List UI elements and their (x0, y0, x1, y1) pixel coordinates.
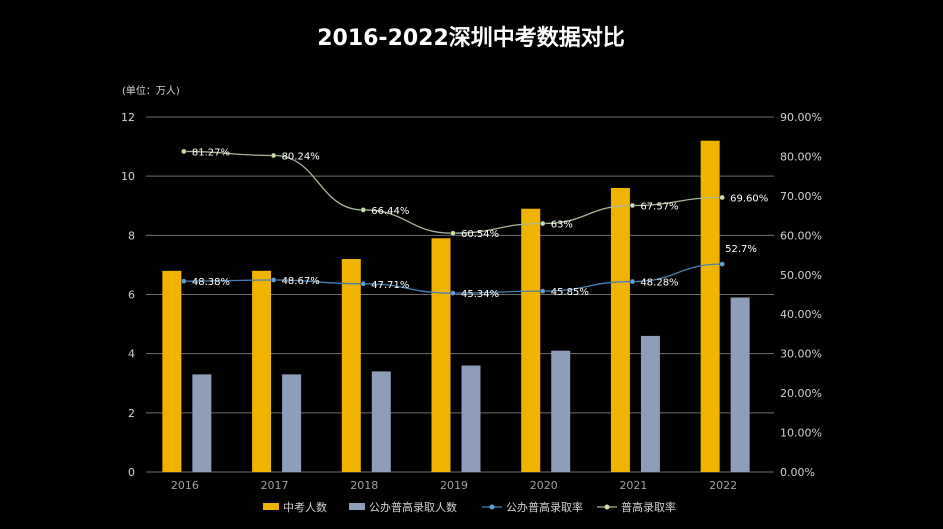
right-tick-label: 0.00% (780, 466, 815, 479)
public-rate-data-label: 48.67% (282, 276, 320, 287)
left-tick-label: 4 (128, 348, 135, 361)
left-tick-label: 10 (121, 170, 135, 183)
right-axis-ticks: 0.00% 10.00% 20.00% 30.00% 40.00% 50.00% 60.00… (780, 111, 822, 479)
legend-marker (604, 504, 610, 510)
x-tick-label: 2017 (261, 479, 289, 492)
public-rate-point (539, 288, 546, 294)
overall-rate-point (539, 220, 546, 227)
public-rate-data-label: 48.38% (192, 277, 230, 288)
unit-label: (单位：万人) (122, 84, 180, 97)
bar-public-admissions (282, 374, 302, 472)
overall-rate-data-label: 81.27% (192, 147, 230, 158)
public-rate-data-label: 48.28% (640, 278, 678, 289)
left-tick-label: 8 (128, 229, 135, 242)
bar-exam-takers (431, 238, 451, 472)
bar-public-admissions (730, 297, 750, 472)
bar-public-admissions (640, 335, 660, 472)
overall-rate-point (360, 207, 367, 213)
chart-title: 2016-2022深圳中考数据对比 (317, 25, 625, 51)
x-tick-label: 2019 (440, 479, 468, 492)
public-rate-point (629, 278, 636, 285)
right-tick-label: 20.00% (780, 387, 822, 400)
x-tick-label: 2022 (709, 479, 737, 492)
x-tick-label: 2016 (171, 479, 199, 492)
legend-label: 中考人数 (283, 501, 327, 514)
public-rate-point (719, 261, 725, 267)
public-rate-point (270, 277, 277, 283)
legend-marker (489, 504, 495, 510)
bar-exam-takers (162, 270, 182, 472)
bar-public-admissions (371, 371, 391, 472)
overall-rate-point (450, 230, 456, 236)
legend-label: 公办普高录取率 (506, 500, 583, 514)
gridlines (146, 116, 774, 473)
legend-label: 公办普高录取人数 (369, 500, 457, 514)
bar-public-admissions (461, 365, 481, 472)
left-tick-label: 0 (128, 466, 135, 479)
public-rate-data-label: 52.7% (725, 244, 757, 255)
public-rate-point (450, 290, 456, 296)
left-tick-label: 2 (128, 407, 135, 420)
bar-exam-takers (521, 208, 541, 473)
public-rate-point (181, 278, 187, 284)
right-tick-label: 40.00% (780, 308, 822, 321)
legend-swatch (263, 503, 279, 510)
right-tick-label: 70.00% (780, 190, 822, 203)
overall-rate-data-label: 69.60% (730, 193, 768, 204)
bar-public-admissions (192, 374, 212, 472)
bar-exam-takers (341, 259, 361, 472)
right-tick-label: 60.00% (780, 229, 822, 242)
right-tick-label: 30.00% (780, 348, 822, 361)
x-axis-ticks: 2016 2017 2018 2019 2020 2021 2022 (171, 479, 737, 492)
left-axis-ticks: 0 2 4 6 8 10 12 (121, 111, 135, 479)
bar-public-admissions (551, 350, 571, 472)
overall-rate-point (629, 202, 636, 209)
overall-rate-point (270, 152, 277, 159)
bar-exam-takers (700, 140, 720, 472)
left-tick-label: 6 (128, 289, 135, 302)
overall-rate-data-label: 66.44% (371, 206, 409, 217)
public-rate-point (360, 281, 367, 287)
x-tick-label: 2021 (619, 479, 647, 492)
bars (162, 140, 750, 473)
public-rate-data-label: 45.34% (461, 289, 499, 300)
x-tick-label: 2020 (530, 479, 558, 492)
legend-label: 普高录取率 (621, 500, 676, 514)
bar-exam-takers (610, 188, 630, 472)
legend-swatch (349, 503, 365, 510)
public-rate-data-label: 45.85% (551, 287, 589, 298)
legend: 中考人数 公办普高录取人数 公办普高录取率 普高录取率 (263, 500, 676, 514)
overall-rate-data-label: 63% (551, 220, 573, 231)
right-tick-label: 50.00% (780, 269, 822, 282)
right-tick-label: 10.00% (780, 427, 822, 440)
x-tick-label: 2018 (350, 479, 378, 492)
right-tick-label: 80.00% (780, 150, 822, 163)
right-tick-label: 90.00% (780, 111, 822, 124)
overall-rate-data-label: 60.54% (461, 229, 499, 240)
overall-rate-point (181, 148, 187, 155)
overall-rate-data-label: 67.57% (640, 201, 678, 212)
overall-rate-data-label: 80.24% (282, 151, 320, 162)
bar-exam-takers (252, 270, 272, 472)
lines: 48.38% 48.67% 47.71% 45.34% 45.85% 48.28% 52.7… (181, 147, 768, 300)
left-tick-label: 12 (121, 111, 135, 124)
public-rate-data-label: 47.71% (371, 280, 409, 291)
overall-rate-point (719, 194, 725, 201)
